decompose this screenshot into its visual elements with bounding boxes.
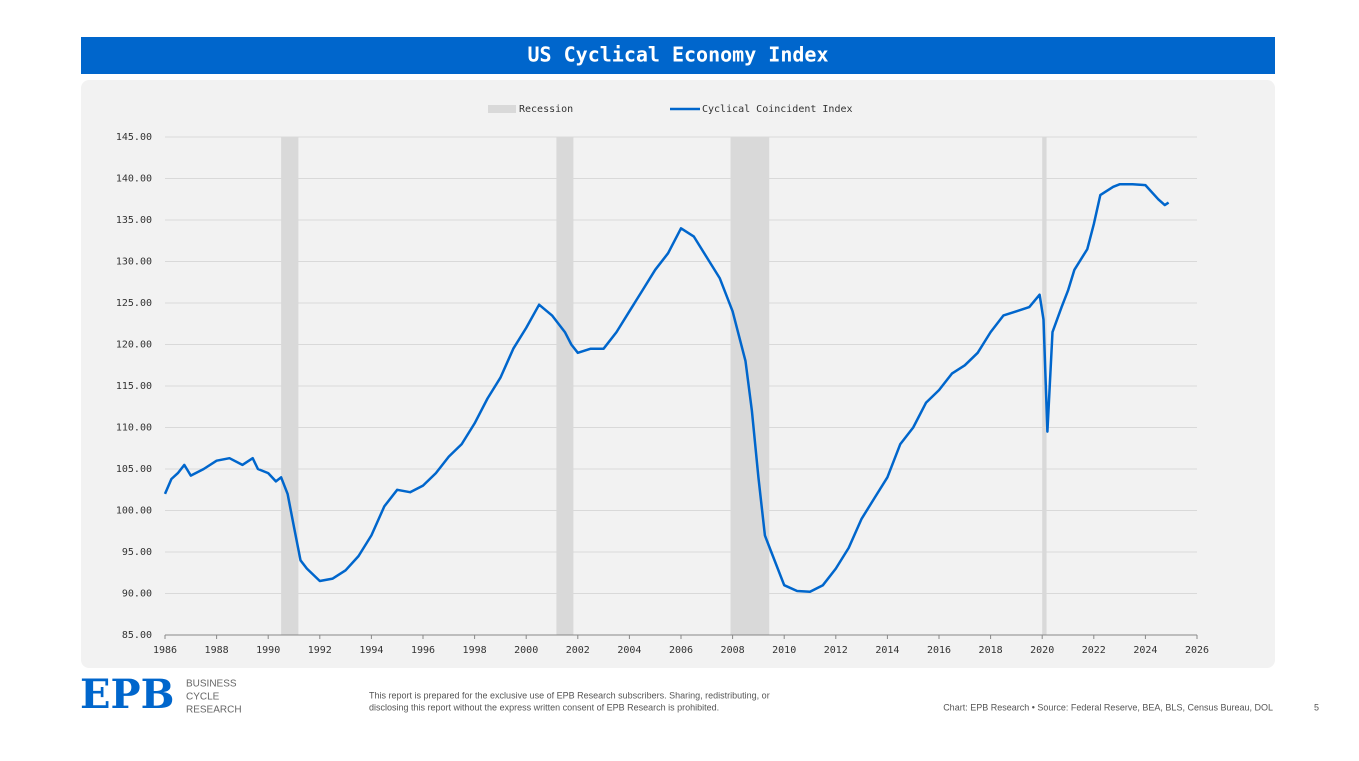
- x-tick-label: 2018: [979, 645, 1003, 656]
- y-tick-label: 85.00: [122, 630, 152, 641]
- x-tick-label: 2002: [566, 645, 590, 656]
- x-tick-label: 2008: [721, 645, 745, 656]
- x-tick-label: 1994: [359, 645, 383, 656]
- chart-panel: [81, 80, 1275, 668]
- x-tick-label: 2014: [875, 645, 899, 656]
- y-tick-label: 90.00: [122, 589, 152, 600]
- x-tick-label: 2006: [669, 645, 693, 656]
- recession-band: [556, 137, 574, 635]
- y-tick-label: 125.00: [116, 298, 152, 309]
- y-tick-label: 100.00: [116, 506, 152, 517]
- y-tick-label: 140.00: [116, 174, 152, 185]
- brand-line: CYCLE: [186, 692, 220, 703]
- x-tick-label: 1986: [153, 645, 177, 656]
- y-tick-label: 130.00: [116, 257, 152, 268]
- x-tick-label: 2012: [824, 645, 848, 656]
- page-number: 5: [1314, 702, 1319, 712]
- disclaimer: This report is prepared for the exclusiv…: [369, 690, 770, 700]
- logo: EPB: [80, 671, 174, 718]
- x-tick-label: 2004: [617, 645, 641, 656]
- x-tick-label: 2026: [1185, 645, 1209, 656]
- y-tick-label: 135.00: [116, 215, 152, 226]
- y-tick-label: 105.00: [116, 464, 152, 475]
- data-line: [163, 183, 1170, 594]
- y-tick-label: 110.00: [116, 423, 152, 434]
- x-tick-label: 1998: [463, 645, 487, 656]
- x-tick-label: 1988: [205, 645, 229, 656]
- chart-title: US Cyclical Economy Index: [527, 43, 828, 67]
- x-tick-label: 2000: [514, 645, 538, 656]
- x-tick-label: 2016: [927, 645, 951, 656]
- x-tick-label: 1990: [256, 645, 280, 656]
- x-tick-label: 2024: [1133, 645, 1157, 656]
- disclaimer: disclosing this report without the expre…: [369, 702, 719, 712]
- brand-line: RESEARCH: [186, 705, 242, 716]
- recession-band: [1042, 137, 1047, 635]
- legend-swatch: [488, 105, 516, 113]
- recession-band: [281, 137, 299, 635]
- source: Chart: EPB Research • Source: Federal Re…: [943, 702, 1273, 712]
- x-tick-label: 1992: [308, 645, 332, 656]
- y-tick-label: 115.00: [116, 381, 152, 392]
- x-tick-label: 1996: [411, 645, 435, 656]
- y-tick-label: 120.00: [116, 340, 152, 351]
- x-tick-label: 2020: [1030, 645, 1054, 656]
- legend-label: Cyclical Coincident Index: [702, 104, 853, 115]
- plot: 85.00 90.00 95.00 100.00 105.00 110.00 115.00 1…: [116, 104, 1209, 656]
- x-tick-label: 2010: [772, 645, 796, 656]
- x-tick-label: 2022: [1082, 645, 1106, 656]
- legend-label: Recession: [519, 104, 573, 115]
- y-tick-label: 145.00: [116, 132, 152, 143]
- title-bar: [81, 37, 1275, 74]
- y-tick-label: 95.00: [122, 547, 152, 558]
- brand-line: BUSINESS: [186, 679, 237, 690]
